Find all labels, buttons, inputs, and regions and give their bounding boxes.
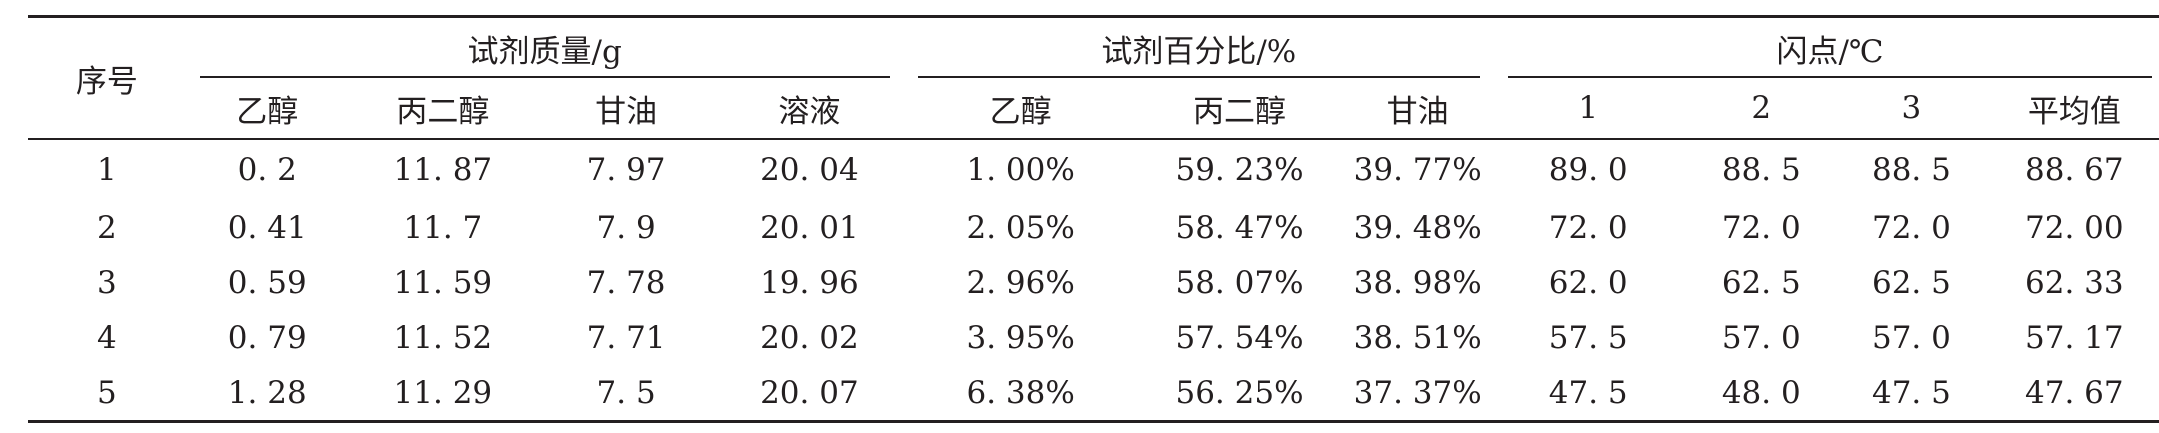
table-cell: 1. 00% <box>966 152 1075 188</box>
table-cell: 2. 05% <box>966 209 1075 246</box>
table-cell: 1 <box>97 152 117 188</box>
header-col: 2 <box>1682 78 1841 140</box>
table-cell: 1. 28 <box>185 365 349 423</box>
header-col: 1 <box>1494 78 1683 140</box>
table-cell: 0. 59 <box>227 264 307 301</box>
table-cell: 62. 33 <box>2025 264 2124 301</box>
header-col: 平均值 <box>1982 78 2159 140</box>
table-cell: 39. 48% <box>1353 209 1482 246</box>
table-cell: 20. 04 <box>760 152 859 188</box>
table-row: 5 1. 28 11. 29 7. 5 20. 07 6. 38% 56. 25… <box>28 365 2159 423</box>
table-cell: 3. 95% <box>966 319 1075 356</box>
header-col: 丙二醇 <box>1137 78 1342 140</box>
table-cell: 6. 38% <box>903 365 1138 423</box>
table-cell: 47. 5 <box>1840 365 1983 423</box>
table-cell: 2. 96% <box>966 264 1075 301</box>
table-cell: 72. 0 <box>1548 209 1628 246</box>
table-cell: 72. 00 <box>2025 209 2124 246</box>
table-cell: 7. 97 <box>586 152 666 188</box>
table-cell: 48. 0 <box>1682 365 1841 423</box>
table-cell: 57. 17 <box>2025 319 2124 356</box>
header-col: 甘油 <box>1341 78 1495 140</box>
header-col: 溶液 <box>715 78 904 140</box>
table-row: 1 0. 2 11. 87 7. 97 20. 04 1. 00% 59. 23… <box>28 139 2159 200</box>
table-cell: 11. 87 <box>393 152 493 188</box>
table-cell: 72. 0 <box>1721 209 1801 246</box>
header-row-groups: 序号 试剂质量/g 试剂百分比/% 闪点/℃ <box>28 15 2159 140</box>
flash-point-table: 序号 试剂质量/g 试剂百分比/% 闪点/℃ 乙醇 丙二醇 甘油 溶液 乙醇 丙… <box>28 15 2159 423</box>
table-cell: 88. 5 <box>1721 152 1801 188</box>
table-cell: 0. 2 <box>237 152 297 188</box>
table-cell: 62. 5 <box>1871 264 1951 301</box>
table-cell: 5 <box>28 365 186 423</box>
table-cell: 62. 5 <box>1721 264 1801 301</box>
table-row: 2 0. 41 11. 7 7. 9 20. 01 2. 05% 58. 47%… <box>28 200 2159 255</box>
table-cell: 20. 02 <box>760 319 859 356</box>
table-cell: 56. 25% <box>1137 365 1342 423</box>
table-cell: 58. 47% <box>1175 209 1304 246</box>
table-cell: 0. 79 <box>227 319 307 356</box>
table-cell: 0. 41 <box>227 209 307 246</box>
data-table-container: 序号 试剂质量/g 试剂百分比/% 闪点/℃ 乙醇 丙二醇 甘油 溶液 乙醇 丙… <box>28 15 2159 423</box>
table-row: 3 0. 59 11. 59 7. 78 19. 96 2. 96% 58. 0… <box>28 255 2159 310</box>
table-cell: 7. 71 <box>586 319 666 356</box>
table-cell: 20. 01 <box>760 209 859 246</box>
table-cell: 38. 98% <box>1353 264 1482 301</box>
table-cell: 58. 07% <box>1175 264 1304 301</box>
table-cell: 47. 5 <box>1494 365 1683 423</box>
table-cell: 62. 0 <box>1548 264 1628 301</box>
header-group-mass: 试剂质量/g <box>185 15 904 79</box>
table-cell: 57. 0 <box>1721 319 1801 356</box>
header-col: 乙醇 <box>185 78 349 140</box>
header-group-percent: 试剂百分比/% <box>903 15 1495 79</box>
table-cell: 7. 5 <box>537 365 716 423</box>
header-col: 乙醇 <box>903 78 1138 140</box>
table-cell: 11. 7 <box>403 209 483 246</box>
table-cell: 59. 23% <box>1175 152 1304 188</box>
table-body: 1 0. 2 11. 87 7. 97 20. 04 1. 00% 59. 23… <box>28 139 2159 423</box>
table-cell: 88. 5 <box>1871 152 1951 188</box>
table-cell: 72. 0 <box>1871 209 1951 246</box>
table-cell: 11. 29 <box>348 365 538 423</box>
table-cell: 7. 9 <box>596 209 656 246</box>
table-cell: 3 <box>97 264 117 301</box>
table-cell: 11. 52 <box>393 319 493 356</box>
table-cell: 2 <box>97 209 117 246</box>
table-cell: 7. 78 <box>586 264 666 301</box>
header-row-columns: 乙醇 丙二醇 甘油 溶液 乙醇 丙二醇 甘油 1 2 3 平均值 <box>28 78 2159 140</box>
table-cell: 88. 67 <box>2025 152 2124 188</box>
table-cell: 57. 54% <box>1175 319 1304 356</box>
table-cell: 57. 5 <box>1548 319 1628 356</box>
header-col: 3 <box>1840 78 1983 140</box>
table-cell: 37. 37% <box>1341 365 1495 423</box>
table-cell: 11. 59 <box>393 264 493 301</box>
table-cell: 38. 51% <box>1353 319 1482 356</box>
table-cell: 89. 0 <box>1548 152 1628 188</box>
table-cell: 19. 96 <box>760 264 859 301</box>
header-col: 甘油 <box>537 78 716 140</box>
table-cell: 4 <box>97 319 117 356</box>
table-row: 4 0. 79 11. 52 7. 71 20. 02 3. 95% 57. 5… <box>28 310 2159 365</box>
table-cell: 39. 77% <box>1353 152 1482 188</box>
table-cell: 57. 0 <box>1871 319 1951 356</box>
header-seq: 序号 <box>28 15 186 140</box>
table-cell: 20. 07 <box>715 365 904 423</box>
header-col: 丙二醇 <box>348 78 538 140</box>
table-cell: 47. 67 <box>1982 365 2159 423</box>
header-group-flash-point: 闪点/℃ <box>1494 15 2159 79</box>
